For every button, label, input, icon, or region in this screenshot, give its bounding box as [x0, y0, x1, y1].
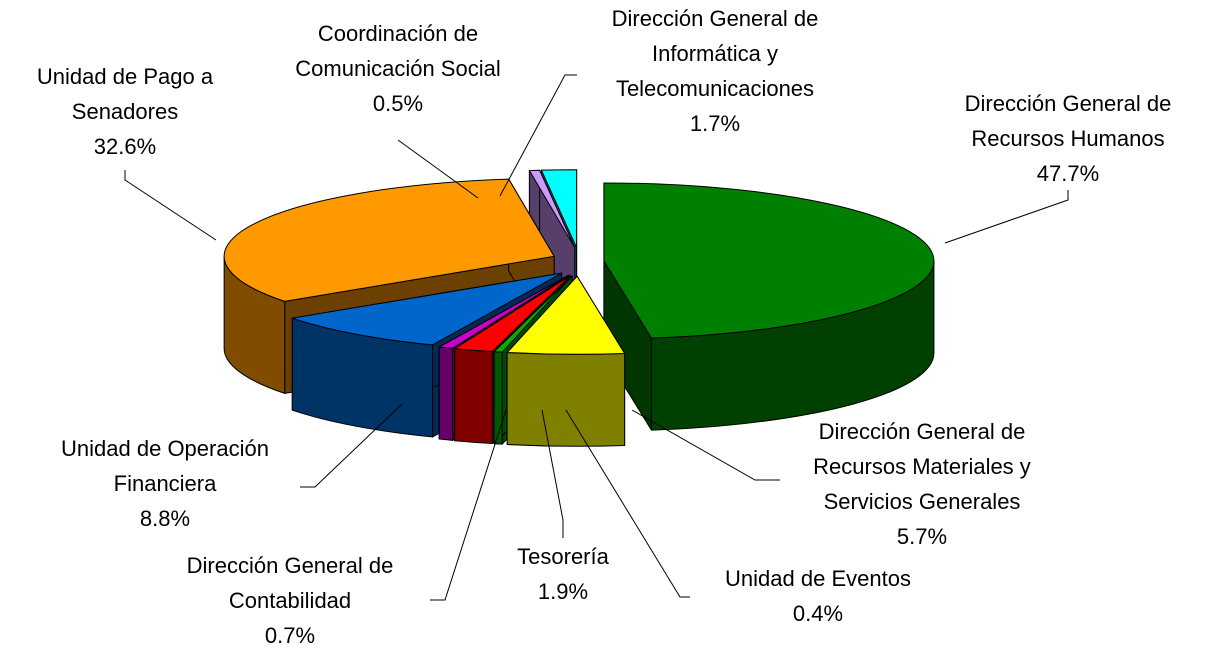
slice-label-line: Informática y — [652, 41, 778, 66]
slice-value-label: 0.4% — [793, 601, 843, 626]
slice-label-line: Financiera — [114, 471, 217, 496]
slice-top — [603, 182, 935, 339]
leader-line — [944, 190, 1069, 244]
slice-wall — [506, 352, 626, 447]
slice-label: Dirección General de Recursos Humanos — [965, 91, 1172, 151]
slice-label-line: Coordinación de — [318, 21, 478, 46]
slice-label: Unidad de Pago a Senadores — [37, 64, 214, 124]
slice-label-line: Dirección General de — [187, 553, 394, 578]
slice-label-line: Telecomunicaciones — [616, 76, 814, 101]
slice-label: Tesorería — [517, 544, 609, 569]
leader-line — [541, 409, 564, 538]
leader-line — [300, 403, 403, 488]
slice-label-line: Tesorería — [517, 544, 609, 569]
slice-label: Dirección General de Contabilidad — [187, 553, 394, 613]
slice-label-line: Senadores — [72, 99, 178, 124]
slice-label: Unidad de Operación Financiera — [61, 436, 269, 496]
slice-label-line: Contabilidad — [229, 588, 351, 613]
leader-line — [124, 170, 217, 241]
leader-line — [565, 409, 690, 598]
slice-label: Dirección General de Recursos Materiales … — [813, 419, 1031, 514]
slice-value-label: 0.5% — [373, 91, 423, 116]
leader-line — [397, 139, 479, 199]
slice-label-line: Recursos Materiales y — [813, 454, 1031, 479]
slice-top — [438, 274, 569, 349]
slice-value-label: 5.7% — [897, 524, 947, 549]
slice-value-label: 1.9% — [538, 579, 588, 604]
leader-line — [631, 409, 780, 481]
leader-line — [499, 74, 577, 197]
slice-value-label: 8.8% — [140, 506, 190, 531]
slice-label-line: Servicios Generales — [824, 489, 1021, 514]
slice-top — [540, 169, 578, 249]
slice-top — [528, 169, 576, 249]
slice-value-label: 47.7% — [1037, 161, 1099, 186]
slice — [506, 275, 626, 447]
slice-label: Unidad de Eventos — [725, 566, 911, 591]
slice-top — [291, 272, 563, 346]
slice-label-line: Dirección General de — [965, 91, 1172, 116]
slice-label-line: Recursos Humanos — [971, 126, 1164, 151]
slice-value-label: 1.7% — [690, 111, 740, 136]
slice-wall — [493, 351, 503, 445]
slice-value-label: 32.6% — [94, 134, 156, 159]
slice — [603, 182, 935, 431]
slice-label-line: Dirección General de — [819, 419, 1026, 444]
slice-label: Dirección General de Informática y Telecom… — [612, 6, 819, 101]
slice-top — [506, 275, 626, 355]
slice-wall — [438, 346, 454, 441]
slice-label-line: Unidad de Pago a — [37, 64, 214, 89]
slice-label-line: Unidad de Operación — [61, 436, 269, 461]
slice-wall — [454, 348, 493, 444]
leader-line — [430, 409, 507, 601]
slice-label-line: Comunicación Social — [295, 56, 500, 81]
slice-label-line: Unidad de Eventos — [725, 566, 911, 591]
slice-top — [223, 178, 555, 302]
slice-top — [454, 275, 571, 352]
slice-label-line: Dirección General de — [612, 6, 819, 31]
slice-label: Coordinación de Comunicación Social — [295, 21, 500, 81]
slice-value-label: 0.7% — [265, 623, 315, 648]
slice-top — [493, 275, 573, 353]
